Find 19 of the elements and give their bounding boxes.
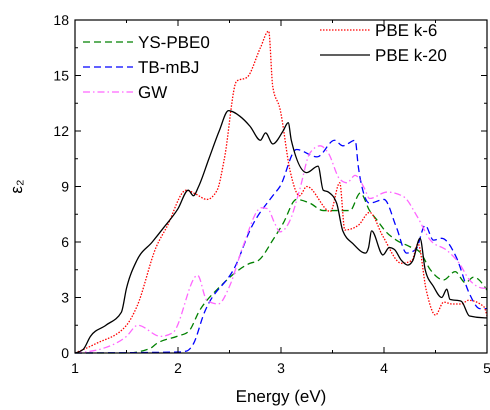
legend-label: PBE k-20 (375, 46, 447, 65)
y-tick-label: 18 (53, 12, 70, 28)
x-tick-label: 1 (71, 360, 80, 376)
y-tick-label: 3 (61, 290, 70, 306)
x-tick-label: 5 (483, 360, 490, 376)
y-tick-label: 6 (61, 234, 70, 250)
legend-label: GW (138, 83, 168, 102)
x-tick-label: 2 (174, 360, 182, 376)
legend-label: YS-PBE0 (138, 33, 210, 52)
x-tick-label: 3 (277, 360, 286, 376)
y-axis-title: ε₂ (7, 179, 26, 194)
y-tick-label: 0 (61, 345, 70, 361)
legend-label: TB-mBJ (138, 58, 200, 77)
legend-label: PBE k-6 (375, 21, 438, 40)
y-tick-label: 15 (53, 68, 70, 84)
x-tick-label: 4 (380, 360, 388, 376)
y-tick-label: 9 (61, 178, 70, 194)
y-tick-label: 12 (53, 123, 70, 139)
x-axis-title: Energy (eV) (236, 387, 326, 406)
